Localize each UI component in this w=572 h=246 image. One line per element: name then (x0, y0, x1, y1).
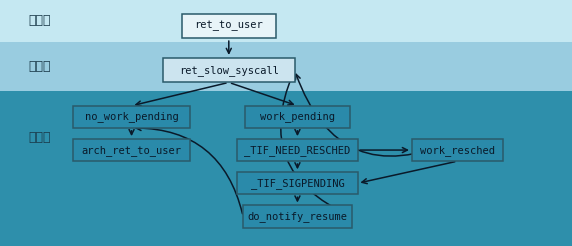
FancyBboxPatch shape (182, 14, 276, 38)
Text: no_work_pending: no_work_pending (85, 111, 178, 122)
FancyBboxPatch shape (237, 139, 358, 161)
Text: ret_slow_syscall: ret_slow_syscall (179, 65, 279, 76)
Text: do_notify_resume: do_notify_resume (248, 211, 347, 222)
Text: _TIF_NEED_RESCHED: _TIF_NEED_RESCHED (244, 145, 351, 155)
FancyBboxPatch shape (243, 205, 352, 228)
Text: work_pending: work_pending (260, 111, 335, 122)
Bar (0, 0, 572, 42)
FancyBboxPatch shape (73, 106, 190, 128)
Text: 调用层: 调用层 (29, 15, 51, 27)
Text: arch_ret_to_user: arch_ret_to_user (82, 145, 181, 155)
Text: work_resched: work_resched (420, 145, 495, 155)
Text: 核心层: 核心层 (29, 131, 51, 144)
Text: 实现层: 实现层 (29, 60, 51, 73)
FancyBboxPatch shape (73, 139, 190, 161)
Bar (0, 91, 572, 246)
FancyBboxPatch shape (412, 139, 503, 161)
Text: ret_to_user: ret_to_user (194, 21, 263, 31)
Bar (0, 42, 572, 91)
FancyBboxPatch shape (245, 106, 350, 128)
FancyBboxPatch shape (237, 172, 358, 194)
FancyBboxPatch shape (163, 58, 295, 82)
Text: _TIF_SIGPENDING: _TIF_SIGPENDING (251, 178, 344, 189)
